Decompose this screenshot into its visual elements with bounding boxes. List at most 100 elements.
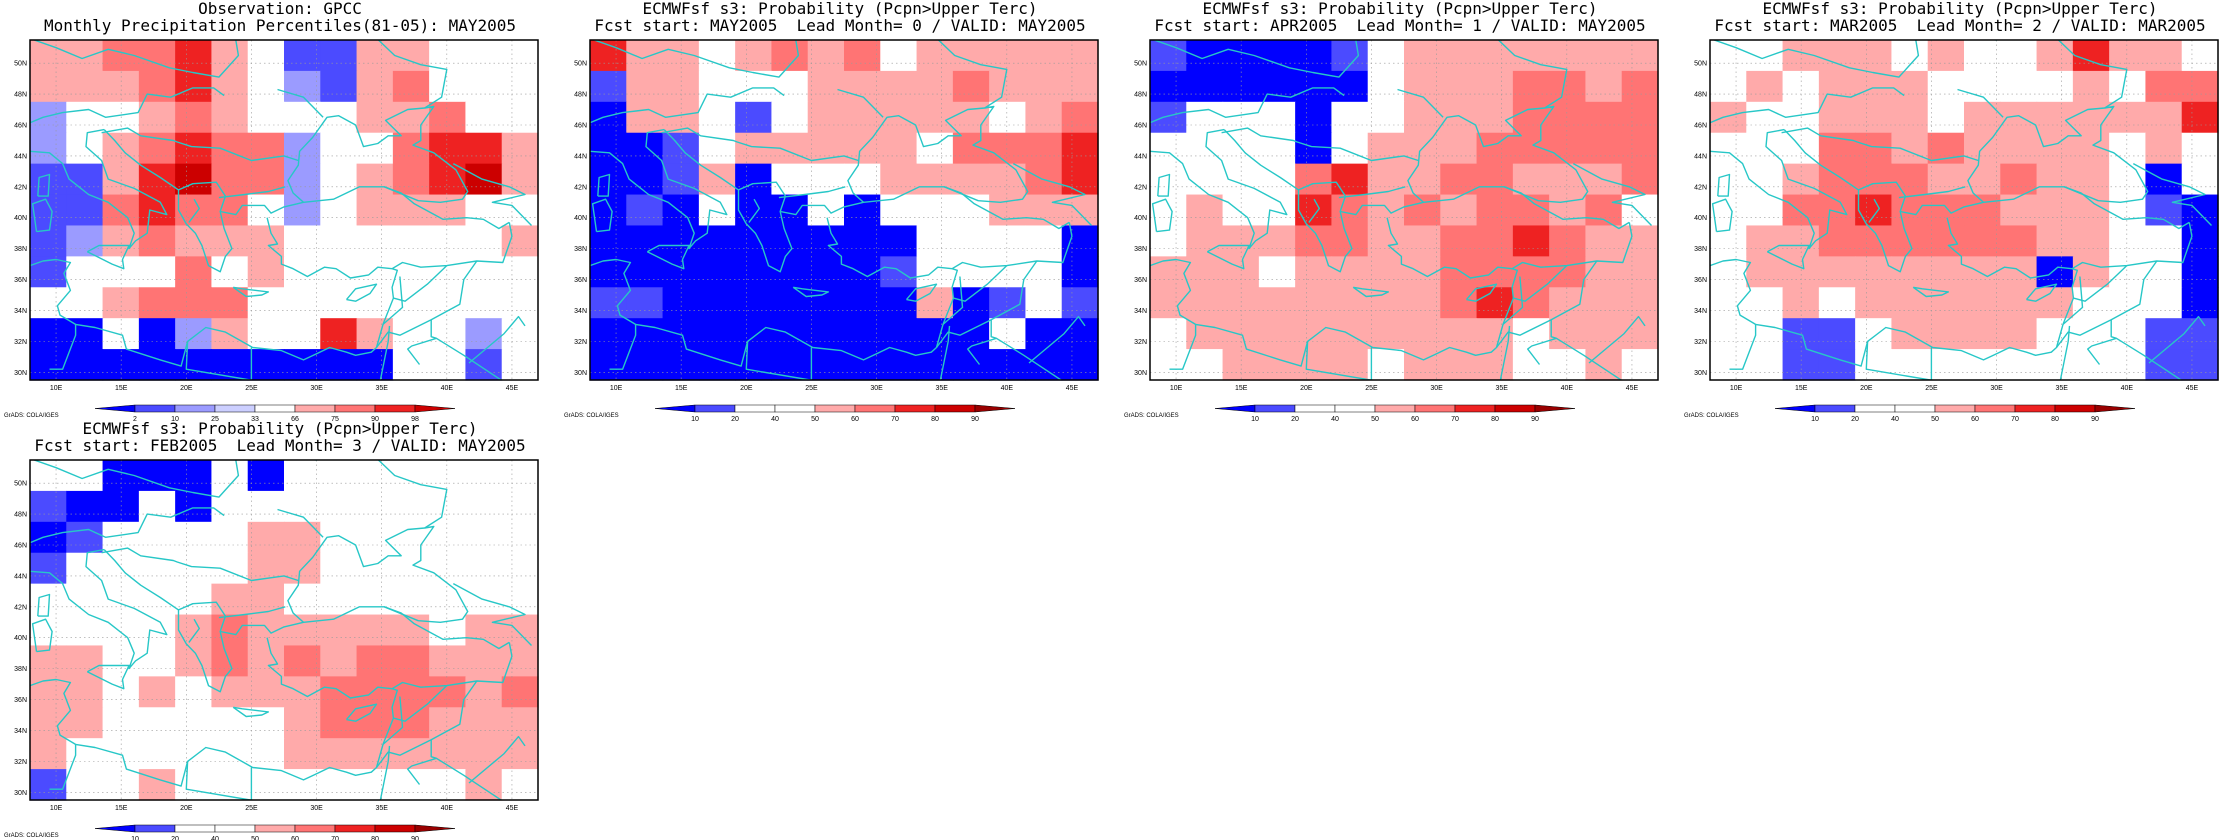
grid-cell — [880, 287, 918, 319]
grid-cell — [1150, 256, 1187, 288]
coastline — [235, 460, 319, 461]
grid-cell — [1927, 349, 1965, 381]
grid-cell — [1061, 318, 1099, 350]
grid-cell — [771, 40, 809, 72]
coastline — [235, 40, 319, 41]
grid-cell — [138, 194, 176, 227]
grid-cell — [392, 70, 430, 103]
coastline — [905, 283, 938, 302]
lon-tick-label: 25E — [1365, 385, 1378, 392]
colorbar: 10 20 40 50 60 70 80 90 — [1774, 404, 2136, 423]
grid-cell — [1927, 132, 1965, 165]
coastline — [86, 664, 130, 690]
grid-cell — [501, 614, 539, 647]
grid-cell — [30, 287, 67, 319]
panel-title-line2: Fcst start: FEB2005 Lead Month= 3 / VALI… — [34, 436, 526, 455]
grid-cell — [880, 132, 918, 165]
grid-cell — [429, 132, 467, 165]
map-frame — [1149, 39, 1659, 381]
grid-cell — [284, 490, 321, 523]
grid-cell — [1258, 163, 1296, 196]
grid-cell — [1295, 287, 1333, 319]
colorbar-swatch — [334, 824, 376, 833]
grid-cell — [356, 194, 394, 227]
panel-title-line2: Monthly Precipitation Percentiles(81-05)… — [43, 16, 516, 35]
grid-cell — [284, 40, 321, 72]
map-plot: 10E 15E 20E 25E 30E 35E 40E 45E 50N 48N 46N 44N 42N 4… — [4, 459, 539, 840]
colorbar-label: 70 — [1451, 416, 1459, 423]
panel-title-line1: Observation: GPCC — [198, 0, 362, 18]
grid-cell — [66, 583, 104, 616]
grid-cell — [320, 40, 358, 72]
grid-cell — [1440, 70, 1478, 103]
grid-cell — [30, 194, 67, 227]
grid-cell — [392, 521, 430, 554]
grid-cell — [247, 101, 285, 134]
grid-cell — [1964, 225, 2001, 257]
grid-cell — [807, 194, 845, 227]
grid-cell — [1746, 225, 1784, 257]
grid-cell — [2072, 40, 2110, 72]
colorbar: 10 20 40 50 60 70 80 90 — [654, 404, 1016, 423]
map-panel-2: ECMWFsf s3: Probability (Pcpn>Upper Terc… — [560, 0, 1120, 423]
grid-cell — [138, 256, 176, 288]
grid-cell — [1585, 318, 1623, 350]
grid-cell — [465, 552, 503, 585]
grid-cell — [1710, 349, 1747, 381]
gridlines — [590, 40, 1098, 380]
coastline — [1712, 40, 1920, 78]
grid-cell — [501, 70, 539, 103]
grid-cell — [1710, 194, 1747, 227]
grid-cell — [2109, 256, 2147, 288]
grid-cell — [30, 707, 67, 739]
grid-cell — [284, 163, 321, 196]
grid-cell — [1927, 225, 1965, 257]
colorbar-swatch — [1534, 404, 1576, 413]
colorbar-label: 90 — [1531, 416, 1539, 423]
coastline — [232, 286, 270, 298]
grid-cell — [2000, 70, 2038, 103]
grid-cell — [501, 521, 539, 554]
grid-cell — [356, 676, 394, 708]
grid-cell — [175, 70, 213, 103]
lon-tick-label: 40E — [2121, 385, 2134, 392]
lon-tick-label: 25E — [1925, 385, 1938, 392]
grid-cell — [392, 40, 430, 72]
coastline — [1766, 244, 1810, 270]
grid-cell — [2036, 101, 2074, 134]
grid-cell — [501, 349, 539, 381]
coastline — [1150, 217, 1518, 367]
grid-cell — [392, 676, 430, 708]
lon-tick-label: 35E — [935, 385, 948, 392]
grads-credit: GrADS: COLA/IGES — [564, 413, 619, 419]
grid-cell — [952, 70, 990, 103]
grid-cell — [626, 40, 664, 72]
grid-cell — [66, 225, 104, 257]
grid-cell — [1258, 101, 1296, 134]
lat-tick-label: 44N — [1134, 153, 1147, 160]
grid-cell — [2109, 163, 2147, 196]
grid-cell — [138, 318, 176, 350]
grid-cell — [1295, 163, 1333, 196]
coastline — [1513, 265, 1568, 302]
coastline — [103, 525, 469, 693]
coastline — [377, 40, 448, 109]
grid-cell — [175, 349, 213, 381]
coastline — [942, 276, 964, 325]
lon-tick-label: 45E — [2186, 385, 2199, 392]
grid-cell — [66, 676, 104, 708]
grid-cell — [1331, 40, 1369, 72]
coastline — [778, 186, 846, 199]
lat-tick-label: 34N — [14, 728, 27, 735]
map-panel-1: Observation: GPCC Monthly Precipitation P… — [0, 0, 560, 423]
grid-cell — [1891, 101, 1929, 134]
coastline — [967, 319, 998, 365]
grid-cell — [1367, 163, 1405, 196]
lon-tick-label: 10E — [50, 385, 63, 392]
lon-tick-label: 40E — [441, 805, 454, 812]
grid-cell — [284, 583, 321, 616]
grid-cell — [1512, 40, 1550, 72]
grid-cell — [247, 318, 285, 350]
grid-cell — [66, 349, 104, 381]
grid-cell — [1331, 163, 1369, 196]
